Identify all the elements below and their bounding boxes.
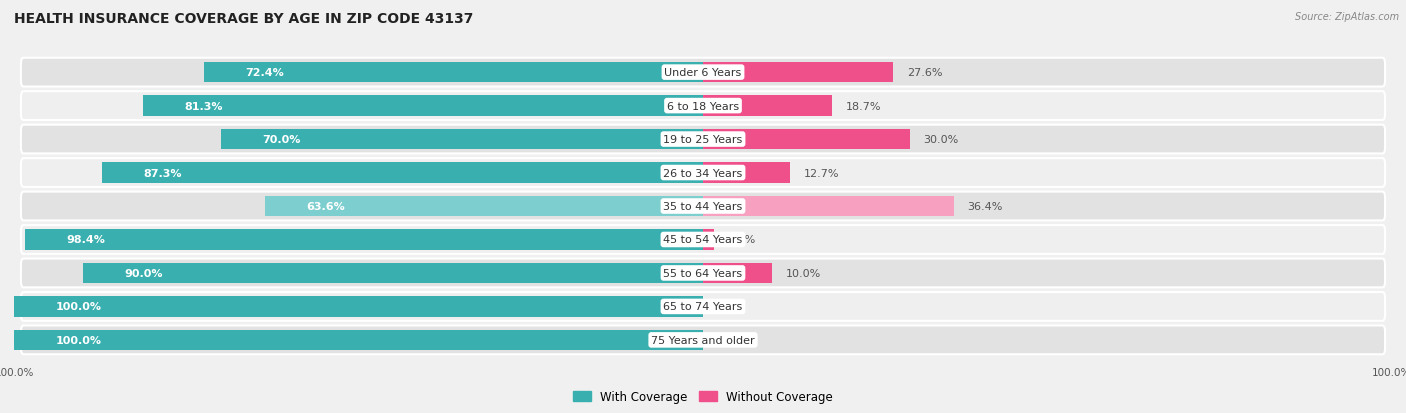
Text: 1.6%: 1.6% [728, 235, 756, 245]
Bar [703, 96, 832, 117]
Bar [703, 196, 953, 217]
Bar [204, 63, 703, 83]
Text: Source: ZipAtlas.com: Source: ZipAtlas.com [1295, 12, 1399, 22]
Text: 81.3%: 81.3% [184, 101, 222, 112]
Bar [221, 129, 703, 150]
Text: 36.4%: 36.4% [967, 202, 1002, 211]
Bar [703, 129, 910, 150]
Text: 98.4%: 98.4% [66, 235, 105, 245]
FancyBboxPatch shape [21, 192, 1385, 221]
Text: 100.0%: 100.0% [55, 301, 101, 312]
Text: 55 to 64 Years: 55 to 64 Years [664, 268, 742, 278]
FancyBboxPatch shape [21, 292, 1385, 321]
FancyBboxPatch shape [21, 92, 1385, 121]
Text: 12.7%: 12.7% [804, 168, 839, 178]
Text: 87.3%: 87.3% [143, 168, 181, 178]
Bar [14, 330, 703, 350]
Text: 27.6%: 27.6% [907, 68, 942, 78]
Text: 18.7%: 18.7% [845, 101, 882, 112]
Bar [703, 230, 714, 250]
Bar [703, 263, 772, 284]
Text: 0.0%: 0.0% [717, 301, 745, 312]
Text: 6 to 18 Years: 6 to 18 Years [666, 101, 740, 112]
Text: 63.6%: 63.6% [307, 202, 344, 211]
Bar [101, 163, 703, 183]
Bar [264, 196, 703, 217]
Text: 19 to 25 Years: 19 to 25 Years [664, 135, 742, 145]
Text: 30.0%: 30.0% [924, 135, 959, 145]
Bar [143, 96, 703, 117]
FancyBboxPatch shape [21, 225, 1385, 254]
FancyBboxPatch shape [21, 59, 1385, 87]
Text: 0.0%: 0.0% [717, 335, 745, 345]
Bar [703, 63, 893, 83]
Bar [703, 163, 790, 183]
Text: 26 to 34 Years: 26 to 34 Years [664, 168, 742, 178]
Legend: With Coverage, Without Coverage: With Coverage, Without Coverage [568, 385, 838, 408]
FancyBboxPatch shape [21, 259, 1385, 287]
Text: 75 Years and older: 75 Years and older [651, 335, 755, 345]
Text: 70.0%: 70.0% [262, 135, 301, 145]
Text: 35 to 44 Years: 35 to 44 Years [664, 202, 742, 211]
Text: 90.0%: 90.0% [124, 268, 163, 278]
Bar [25, 230, 703, 250]
Bar [14, 296, 703, 317]
Text: Under 6 Years: Under 6 Years [665, 68, 741, 78]
Text: 100.0%: 100.0% [55, 335, 101, 345]
Text: 45 to 54 Years: 45 to 54 Years [664, 235, 742, 245]
Text: HEALTH INSURANCE COVERAGE BY AGE IN ZIP CODE 43137: HEALTH INSURANCE COVERAGE BY AGE IN ZIP … [14, 12, 474, 26]
Text: 65 to 74 Years: 65 to 74 Years [664, 301, 742, 312]
FancyBboxPatch shape [21, 326, 1385, 354]
Text: 10.0%: 10.0% [786, 268, 821, 278]
Text: 72.4%: 72.4% [246, 68, 284, 78]
FancyBboxPatch shape [21, 126, 1385, 154]
Bar [83, 263, 703, 284]
FancyBboxPatch shape [21, 159, 1385, 188]
